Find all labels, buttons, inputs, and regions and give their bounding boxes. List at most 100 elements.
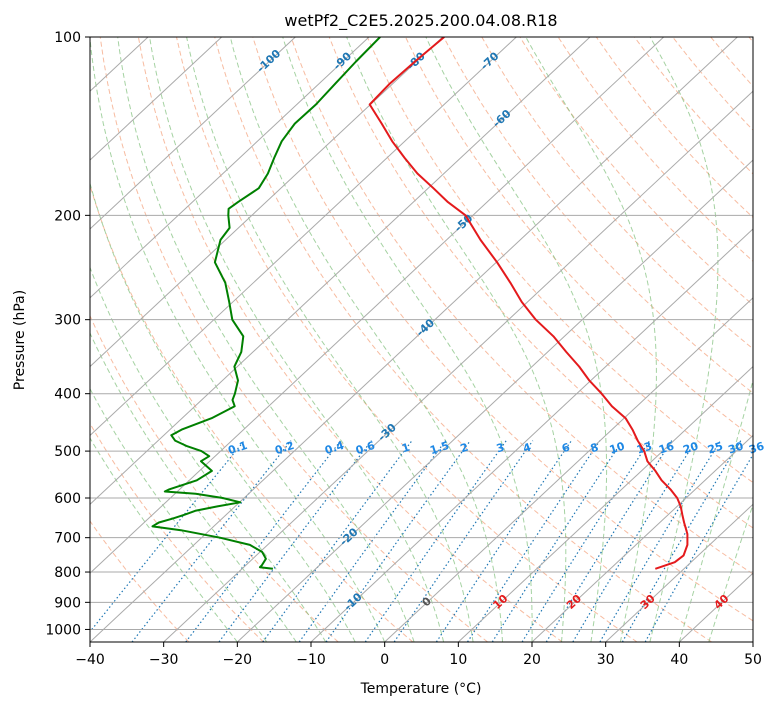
mixing-ratio-label: 4 (521, 441, 533, 456)
dry-adiabat (90, 520, 190, 642)
dry-adiabat (405, 37, 753, 439)
x-tick-label: 40 (670, 652, 688, 668)
mixing-ratio-label: 3 (495, 441, 506, 456)
x-tick-label: −30 (149, 652, 179, 668)
dry-adiabat (481, 37, 753, 350)
moist-adiabat (149, 37, 445, 642)
y-tick-label: 500 (54, 444, 81, 460)
mixing-ratio-line (131, 440, 292, 642)
isotherm-line (90, 37, 591, 505)
dewpoint-profile (151, 37, 381, 570)
moist-adiabat (90, 266, 327, 642)
moist-adiabat (425, 37, 608, 642)
mixing-ratio-line (435, 440, 572, 642)
x-axis-title: Temperature (°C) (360, 681, 482, 697)
moist-adiabat (90, 181, 356, 642)
x-tick-label: 0 (380, 652, 389, 668)
mixing-ratio-label: 1.5 (428, 439, 451, 457)
y-tick-label: 200 (54, 208, 81, 224)
x-tick-label: −20 (223, 652, 253, 668)
mixing-ratio-label: 25 (706, 439, 725, 456)
dry-adiabat (519, 37, 753, 306)
mixing-ratio-line (491, 440, 624, 642)
isotherm-line (163, 90, 753, 642)
mixing-ratio-label: 0.4 (323, 439, 346, 457)
isotherm-line (90, 37, 296, 230)
mixing-ratio-line (572, 440, 697, 642)
mixing-ratio-label: 0.6 (354, 439, 377, 457)
moist-adiabat (678, 378, 753, 642)
dry-adiabat (252, 37, 753, 622)
x-tick-label: 10 (449, 652, 467, 668)
isotherm-line (90, 37, 665, 574)
temperature-profile (368, 37, 689, 570)
mixing-ratio-line (466, 440, 601, 642)
mixing-ratio-line (298, 440, 447, 642)
mixing-ratio-label: 2 (459, 441, 470, 456)
moist-adiabat (282, 37, 533, 642)
mixing-ratio-label: 20 (681, 439, 700, 456)
isotherm-line (236, 159, 753, 642)
isotherm-line (90, 37, 370, 299)
x-tick-label: 20 (523, 652, 541, 668)
isotherm-line (605, 503, 753, 642)
y-tick-label: 600 (54, 491, 81, 507)
background-lines (0, 37, 753, 642)
dry-adiabat (99, 37, 488, 642)
x-tick-label: −40 (75, 652, 105, 668)
x-tick-label: 30 (597, 652, 615, 668)
y-tick-label: 400 (54, 387, 81, 403)
mixing-ratio-line (545, 440, 673, 642)
mixing-ratio-label: 0.2 (273, 439, 296, 457)
mixing-ratio-label: 8 (589, 441, 600, 456)
moist-adiabat (346, 37, 567, 642)
dry-adiabat (290, 37, 753, 575)
isotherm-line (457, 365, 753, 642)
moist-adiabat (708, 503, 753, 642)
dry-adiabat (90, 422, 264, 642)
moist-adiabat (90, 437, 238, 642)
chart-title: wetPf2_C2E5.2025.200.04.08.R18 (284, 11, 557, 31)
mixing-ratio-label: 16 (657, 439, 676, 456)
pressure-gridlines (90, 37, 753, 630)
y-tick-label: 900 (54, 595, 81, 611)
y-axis: 100 200 300 400 500 600 700 800 900 1000 (45, 30, 90, 638)
moist-adiabat (186, 37, 474, 642)
y-axis-title: Pressure (hPa) (12, 290, 28, 390)
x-tick-label: −10 (296, 652, 326, 668)
moist-adiabat (90, 387, 268, 642)
isotherm-line (310, 228, 753, 642)
isotherm-line (90, 37, 517, 437)
x-tick-label: 50 (744, 652, 762, 668)
y-tick-label: 300 (54, 313, 81, 329)
isotherm-line (90, 37, 738, 642)
x-axis: −40 −30 −20 −10 0 10 20 30 40 50 (75, 642, 762, 668)
y-tick-label: 1000 (45, 622, 81, 638)
mixing-ratio-line (262, 440, 413, 642)
mixing-ratio-label: 0.1 (226, 439, 249, 457)
dry-adiabat (176, 37, 638, 642)
isotherm-line (531, 434, 753, 642)
mixing-ratio-label: 6 (560, 441, 572, 456)
dry-adiabat (90, 314, 339, 642)
mixing-ratio-label: 36 (747, 439, 766, 456)
isotherm-line (384, 297, 753, 642)
isotherm-line (90, 37, 223, 161)
mixing-ratio-label: 1 (400, 441, 411, 456)
y-tick-label: 100 (54, 30, 81, 46)
mixing-ratio-line (90, 440, 245, 633)
moist-adiabat (90, 331, 297, 642)
mixing-ratio-line (621, 440, 742, 642)
isotherm-line (0, 37, 1, 642)
isotherm-line (90, 37, 444, 368)
moist-adiabat (229, 37, 503, 642)
mixing-ratio-label: 10 (608, 439, 627, 456)
moist-adiabat (90, 37, 386, 642)
mixing-ratio-line (364, 440, 507, 642)
y-tick-label: 700 (54, 531, 81, 547)
y-tick-label: 800 (54, 565, 81, 581)
mixing-ratio-line (521, 440, 651, 642)
moist-adiabat (525, 37, 657, 642)
isotherm-line (752, 641, 753, 642)
